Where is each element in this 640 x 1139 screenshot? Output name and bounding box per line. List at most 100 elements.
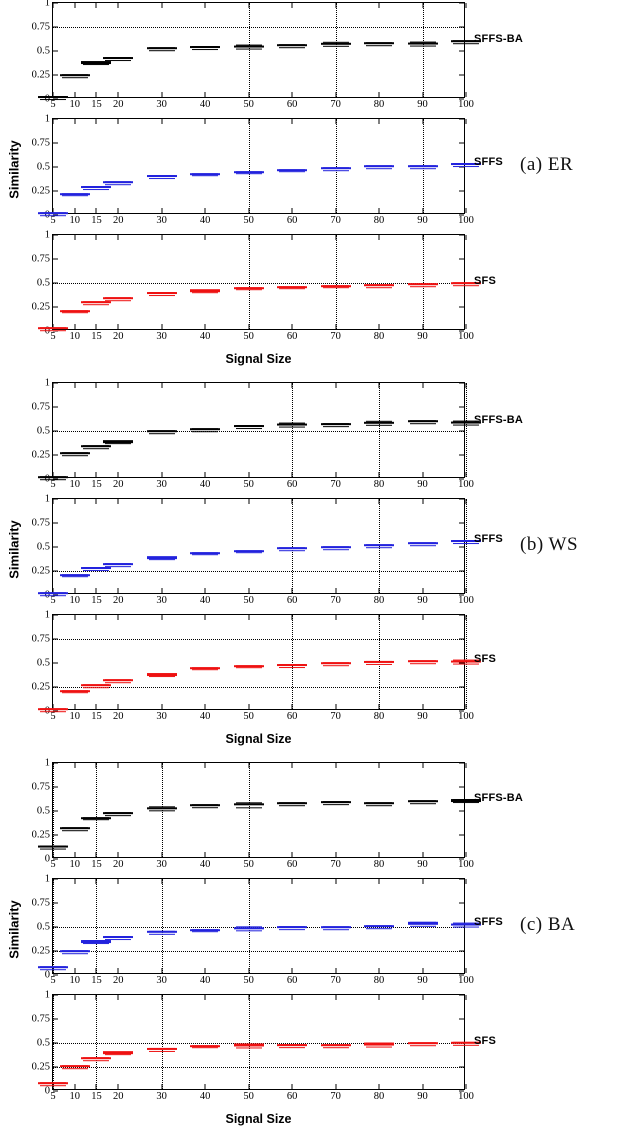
y-tick-label: 0.5 [36,921,50,933]
x-tick-label: 80 [373,975,385,986]
y-tick-mark [53,234,58,236]
x-tick-label: 50 [243,99,254,110]
median-marker [277,926,308,929]
data-point [320,545,351,550]
x-tick-label: 70 [330,595,341,606]
gridline-horizontal [53,639,464,640]
median-marker [59,827,90,830]
median-marker [407,922,438,925]
data-point [59,1064,90,1069]
median-marker [451,799,481,802]
data-point [59,689,90,694]
y-tick-mark [53,98,58,100]
x-tick-mark [248,383,250,388]
y-tick-mark [459,330,464,332]
y-tick-mark [459,498,464,500]
y-tick-label: 0 [44,853,50,865]
y-tick-mark [459,234,464,236]
x-tick-mark [117,588,119,593]
x-tick-mark [335,852,337,857]
data-point [190,289,221,294]
y-tick-label: 0.75 [31,633,50,645]
y-tick-label: 0.25 [31,449,50,461]
x-tick-label: 5 [50,859,56,870]
y-tick-mark [459,214,464,216]
x-tick-label: 40 [199,1091,211,1102]
plot-area: 0 0.25 0.5 0.75 1 5 10 15 20 30 40 50 60 70 80 90 100 [32,0,481,110]
y-tick-label: 0.25 [31,185,50,197]
x-tick-mark [422,968,424,973]
gridline-horizontal [53,951,464,952]
median-marker [81,567,112,570]
x-tick-label: 20 [112,99,124,110]
y-tick-mark [53,50,58,52]
median-marker [364,661,395,664]
x-tick-mark [52,3,54,8]
x-tick-mark [52,383,54,388]
data-point [59,949,90,954]
data-point [320,661,351,666]
median-marker [233,803,264,806]
data-point [146,429,177,434]
data-point [103,440,134,445]
x-tick-label: 30 [156,99,167,110]
median-marker [146,930,177,933]
x-tick-mark [335,879,337,884]
x-tick-label: 30 [156,479,167,490]
x-tick-mark [422,119,424,124]
y-tick-label: 0.75 [31,897,50,909]
x-tick-label: 80 [373,1091,385,1102]
x-tick-mark [95,968,97,973]
x-tick-label: 20 [112,975,124,986]
x-tick-label: 90 [417,99,428,110]
y-tick-mark [459,1018,464,1020]
median-marker [451,660,481,663]
y-tick-mark [459,638,464,640]
x-tick-mark [378,763,380,768]
gridline-vertical [96,879,98,973]
y-tick-label: 0.5 [36,45,50,57]
data-point [38,95,68,101]
y-tick-label: 0.25 [31,681,50,693]
data-point [146,1047,177,1052]
x-tick-mark [248,119,250,124]
data-point [277,1043,308,1048]
x-tick-mark [422,704,424,709]
data-point [59,73,90,78]
y-tick-label: 1 [44,0,50,9]
y-tick-mark [53,614,58,616]
x-tick-label: 40 [199,99,211,110]
y-tick-mark [53,834,58,836]
median-marker [364,165,395,168]
x-tick-mark [204,588,206,593]
box-marker [235,802,262,808]
x-tick-label: 20 [112,595,124,606]
median-marker [277,44,308,47]
series-label-sffs: SFFS [474,156,503,169]
data-point [364,42,395,47]
x-tick-mark [74,119,76,124]
x-tick-mark [74,588,76,593]
x-tick-mark [117,119,119,124]
y-tick-label: 0.5 [36,425,50,437]
y-tick-mark [459,190,464,192]
median-marker [38,592,68,595]
x-tick-mark [248,588,250,593]
x-tick-label: 100 [458,331,474,342]
x-tick-label: 90 [417,711,428,722]
data-point [38,966,68,971]
median-marker [81,61,112,64]
x-tick-mark [74,968,76,973]
x-tick-mark [248,472,250,477]
median-marker [146,807,177,810]
x-tick-label: 90 [417,479,428,490]
median-marker [190,804,221,807]
series-label-sffs-ba: SFFS-BA [474,414,524,427]
x-tick-mark [161,995,163,1000]
x-tick-mark [248,995,250,1000]
x-tick-label: 80 [373,479,385,490]
x-tick-mark [335,324,337,329]
median-marker [38,476,68,479]
y-tick-mark [459,614,464,616]
data-point [451,1041,481,1047]
